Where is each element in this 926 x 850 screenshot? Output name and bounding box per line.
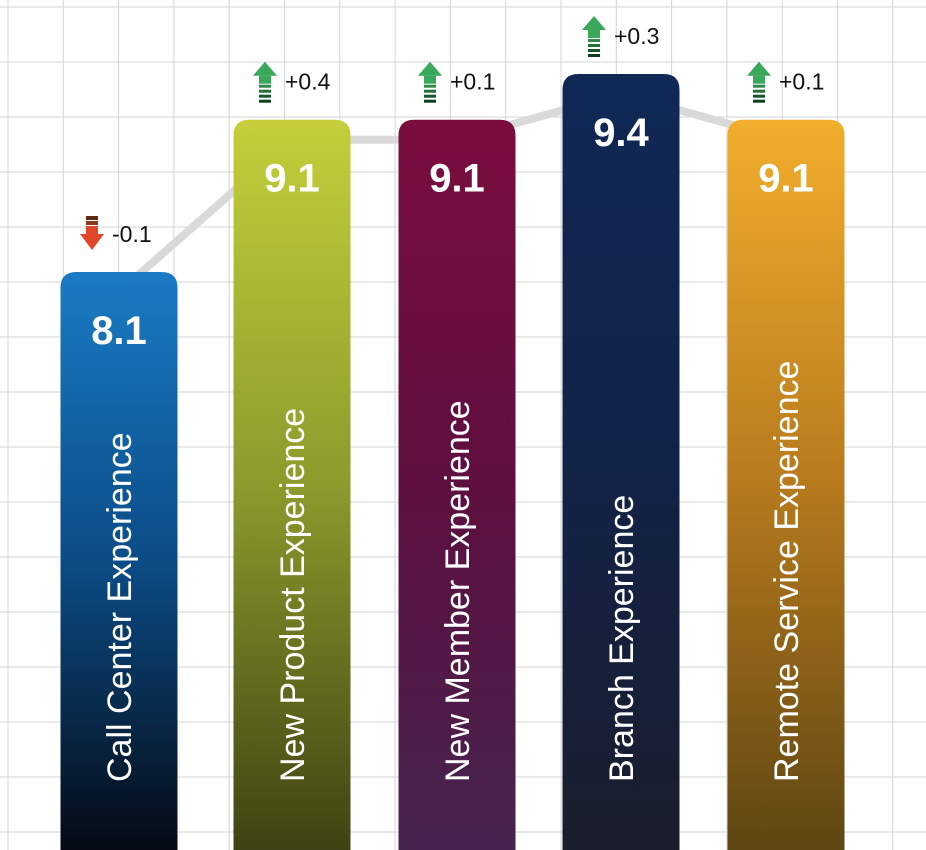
arrow-up-icon <box>747 61 771 103</box>
arrow-head <box>418 61 442 76</box>
bar-category-label: Branch Experience <box>603 495 641 782</box>
arrow-stem <box>588 30 600 39</box>
bar-group: 9.4 Branch Experience +0.3 <box>562 16 680 850</box>
arrow-stripe <box>753 89 765 93</box>
bar <box>398 119 516 850</box>
arrow-stripe <box>424 99 436 103</box>
arrow-stem <box>86 226 98 234</box>
arrow-stripe <box>424 84 436 88</box>
change-label: +0.1 <box>450 69 495 95</box>
bar-group: 9.1 New Member Experience +0.1 <box>398 61 516 850</box>
arrow-stem <box>259 75 271 84</box>
arrow-stripe <box>86 216 98 220</box>
bar <box>727 119 845 850</box>
bar <box>562 74 680 850</box>
bar-category-label: New Member Experience <box>439 400 477 782</box>
arrow-stripe <box>753 84 765 88</box>
arrow-stripe <box>753 94 765 98</box>
bar-value-label: 9.1 <box>758 157 814 201</box>
arrow-stripe <box>86 221 98 225</box>
bars: 8.1 Call Center Experience -0.1 9.1 New Prod… <box>60 16 845 850</box>
bar <box>60 272 178 850</box>
arrow-head <box>80 234 104 250</box>
bar-value-label: 9.4 <box>593 111 649 155</box>
arrow-stripe <box>588 39 600 43</box>
bar-group: 9.1 Remote Service Experience +0.1 <box>727 61 845 850</box>
arrow-stripe <box>588 44 600 48</box>
arrow-stripe <box>259 89 271 93</box>
bar-value-label: 9.1 <box>264 157 320 201</box>
bar-category-label: New Product Experience <box>274 408 312 782</box>
bar-group: 9.1 New Product Experience +0.4 <box>233 61 351 850</box>
arrow-stripe <box>259 94 271 98</box>
arrow-stripe <box>259 99 271 103</box>
arrow-up-icon <box>582 16 606 58</box>
bar-value-label: 9.1 <box>429 157 485 201</box>
arrow-stripe <box>259 84 271 88</box>
arrow-head <box>747 61 771 76</box>
change-label: -0.1 <box>112 221 152 247</box>
arrow-stem <box>753 75 765 84</box>
arrow-head <box>582 16 606 31</box>
bar-group: 8.1 Call Center Experience -0.1 <box>60 216 178 850</box>
arrow-down-icon <box>80 216 104 250</box>
bar <box>233 119 351 850</box>
bar-category-label: Remote Service Experience <box>768 361 806 782</box>
change-label: +0.3 <box>614 23 659 49</box>
bar-category-label: Call Center Experience <box>101 432 139 782</box>
arrow-up-icon <box>253 61 277 103</box>
arrow-stripe <box>424 89 436 93</box>
arrow-stripe <box>424 94 436 98</box>
change-label: +0.4 <box>285 69 331 95</box>
arrow-head <box>253 61 277 76</box>
arrow-stripe <box>588 49 600 53</box>
arrow-stripe <box>753 99 765 103</box>
arrow-stem <box>424 75 436 84</box>
bar-value-label: 8.1 <box>91 309 147 353</box>
change-label: +0.1 <box>779 69 824 95</box>
arrow-stripe <box>588 54 600 58</box>
arrow-up-icon <box>418 61 442 103</box>
